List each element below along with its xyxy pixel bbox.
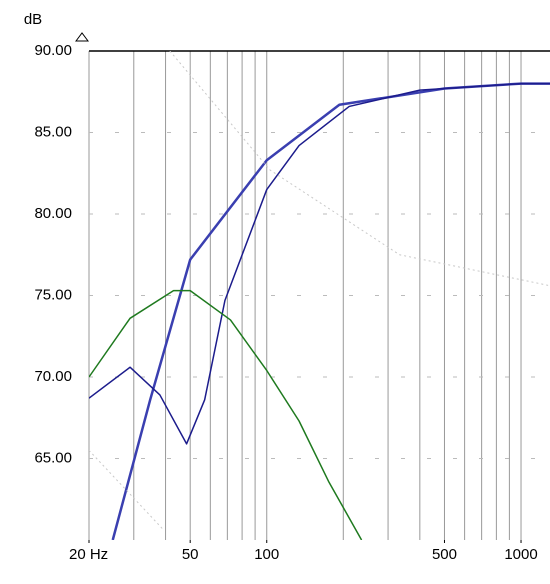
- series-line: [89, 82, 550, 445]
- y-tick-label: 85.00: [34, 123, 72, 140]
- y-tick-label: 70.00: [34, 368, 72, 385]
- x-tick-label: 500: [432, 546, 457, 563]
- y-axis-label: dB: [24, 11, 42, 28]
- y-tick-label: 90.00: [34, 42, 72, 59]
- x-tick-label: 50: [182, 546, 199, 563]
- x-tick-label: 100: [254, 546, 279, 563]
- series-line: [111, 82, 550, 540]
- axis-marker: [75, 32, 89, 42]
- y-tick-label: 80.00: [34, 205, 72, 222]
- x-tick-label: 20 Hz: [69, 546, 108, 563]
- series-line: [89, 289, 363, 540]
- y-tick-label: 65.00: [34, 449, 72, 466]
- series-line: [89, 450, 165, 531]
- y-tick-label: 75.00: [34, 286, 72, 303]
- x-tick-label: 1000: [504, 546, 537, 563]
